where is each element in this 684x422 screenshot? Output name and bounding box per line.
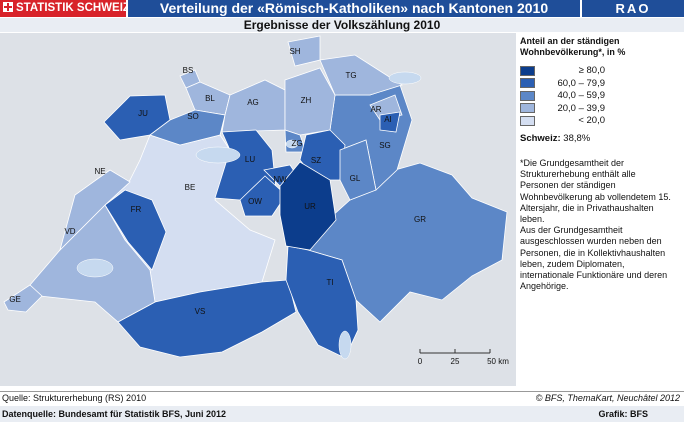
- canton: [339, 139, 377, 201]
- canton-label: FR: [131, 205, 142, 214]
- canton-label: JU: [138, 109, 148, 118]
- source: Quelle: Strukturerhebung (RS) 2010: [2, 393, 147, 403]
- region: RAO: [582, 0, 684, 17]
- canton: [319, 54, 403, 96]
- subtitle: Ergebnisse der Volkszählung 2010: [0, 18, 684, 32]
- canton-label: BL: [205, 94, 215, 103]
- legend-swatch: [520, 103, 535, 114]
- canton-label: OW: [248, 197, 262, 206]
- canton-label: AI: [384, 115, 392, 124]
- legend-item: < 20,0: [520, 114, 680, 127]
- canton-label: LU: [245, 155, 255, 164]
- graphic: Grafik: BFS: [598, 409, 648, 419]
- scale-label: 0: [418, 357, 423, 366]
- canton-label: ZH: [301, 96, 312, 105]
- swiss-cross: [3, 2, 13, 12]
- logo: STATISTIK SCHWEIZ: [0, 0, 130, 17]
- lake: [195, 146, 241, 164]
- legend-label: 60,0 – 79,9: [557, 77, 605, 89]
- legend-item: ≥ 80,0: [520, 64, 680, 77]
- scale-label: 50 km: [487, 357, 509, 366]
- legend-item: 60,0 – 79,9: [520, 77, 680, 90]
- legend: Anteil an der ständigen Wohnbevölkerung*…: [520, 36, 680, 292]
- total-value: 38,8%: [563, 132, 591, 144]
- canton: [3, 284, 43, 313]
- canton-label: SH: [289, 47, 300, 56]
- legend-swatch: [520, 65, 535, 76]
- note-1: *Die Grundgesamtheit der Strukturerhebun…: [520, 157, 671, 224]
- lake: [338, 330, 352, 360]
- canton: [59, 169, 131, 252]
- canton: [104, 189, 167, 271]
- canton-label: TI: [326, 278, 333, 287]
- legend-label: 40,0 – 59,9: [557, 90, 605, 102]
- legend-label: < 20,0: [578, 115, 605, 127]
- canton-label: AG: [247, 98, 259, 107]
- canton-label: TG: [345, 71, 356, 80]
- lake: [388, 71, 422, 85]
- total-label: Schweiz:: [520, 132, 561, 144]
- canton: [285, 245, 359, 359]
- legend-title: Anteil an der ständigen Wohnbevölkerung*…: [520, 36, 626, 58]
- scale-label: 25: [451, 357, 460, 366]
- lake: [76, 258, 114, 278]
- canton-label: VS: [195, 307, 206, 316]
- title: Verteilung der «Römisch-Katholiken» nach…: [128, 0, 580, 17]
- canton: [239, 175, 287, 217]
- canton: [117, 279, 297, 358]
- canton-label: GL: [350, 174, 361, 183]
- canton: [379, 111, 401, 133]
- footer-bar: Datenquelle: Bundesamt für Statistik BFS…: [0, 406, 684, 422]
- canton: [279, 161, 337, 251]
- canton-label: GE: [9, 295, 21, 304]
- legend-label: 20,0 – 39,9: [557, 102, 605, 114]
- footer-row: Quelle: Strukturerhebung (RS) 2010 © BFS,…: [0, 391, 684, 404]
- legend-swatch: [520, 78, 535, 89]
- legend-swatch: [520, 115, 535, 126]
- canton-label: SZ: [311, 156, 321, 165]
- map: BE GR VS VD TI SG FR NE GE JU BS BL SO AG LU ZH SH TG ZG SZ…: [0, 33, 516, 386]
- legend-label: ≥ 80,0: [578, 65, 605, 77]
- canton-label: NW: [273, 175, 287, 184]
- total: Schweiz: 38,8%: [520, 133, 680, 144]
- legend-item: 20,0 – 39,9: [520, 102, 680, 115]
- canton-label: SG: [379, 141, 391, 150]
- lake: [285, 139, 299, 149]
- canton-label: ZG: [291, 139, 302, 148]
- canton-label: BE: [185, 183, 196, 192]
- canton-label: GR: [414, 215, 426, 224]
- canton-label: NE: [94, 167, 105, 176]
- canton-label: VD: [64, 227, 75, 236]
- canton-label: SO: [187, 112, 199, 121]
- legend-items: ≥ 80,0 60,0 – 79,9 40,0 – 59,9 20,0 – 39,9 <…: [520, 64, 680, 127]
- data-source: Datenquelle: Bundesamt für Statistik BFS…: [2, 409, 227, 419]
- logo-text: STATISTIK SCHWEIZ: [16, 2, 130, 14]
- canton-label: BS: [183, 66, 194, 75]
- canton-label: UR: [304, 202, 316, 211]
- copyright: © BFS, ThemaKart, Neuchâtel 2012: [535, 393, 680, 403]
- legend-swatch: [520, 90, 535, 101]
- note-2: Aus der Grundgesamtheit ausgeschlossen w…: [520, 225, 668, 292]
- canton-label: AR: [370, 105, 381, 114]
- legend-item: 40,0 – 59,9: [520, 89, 680, 102]
